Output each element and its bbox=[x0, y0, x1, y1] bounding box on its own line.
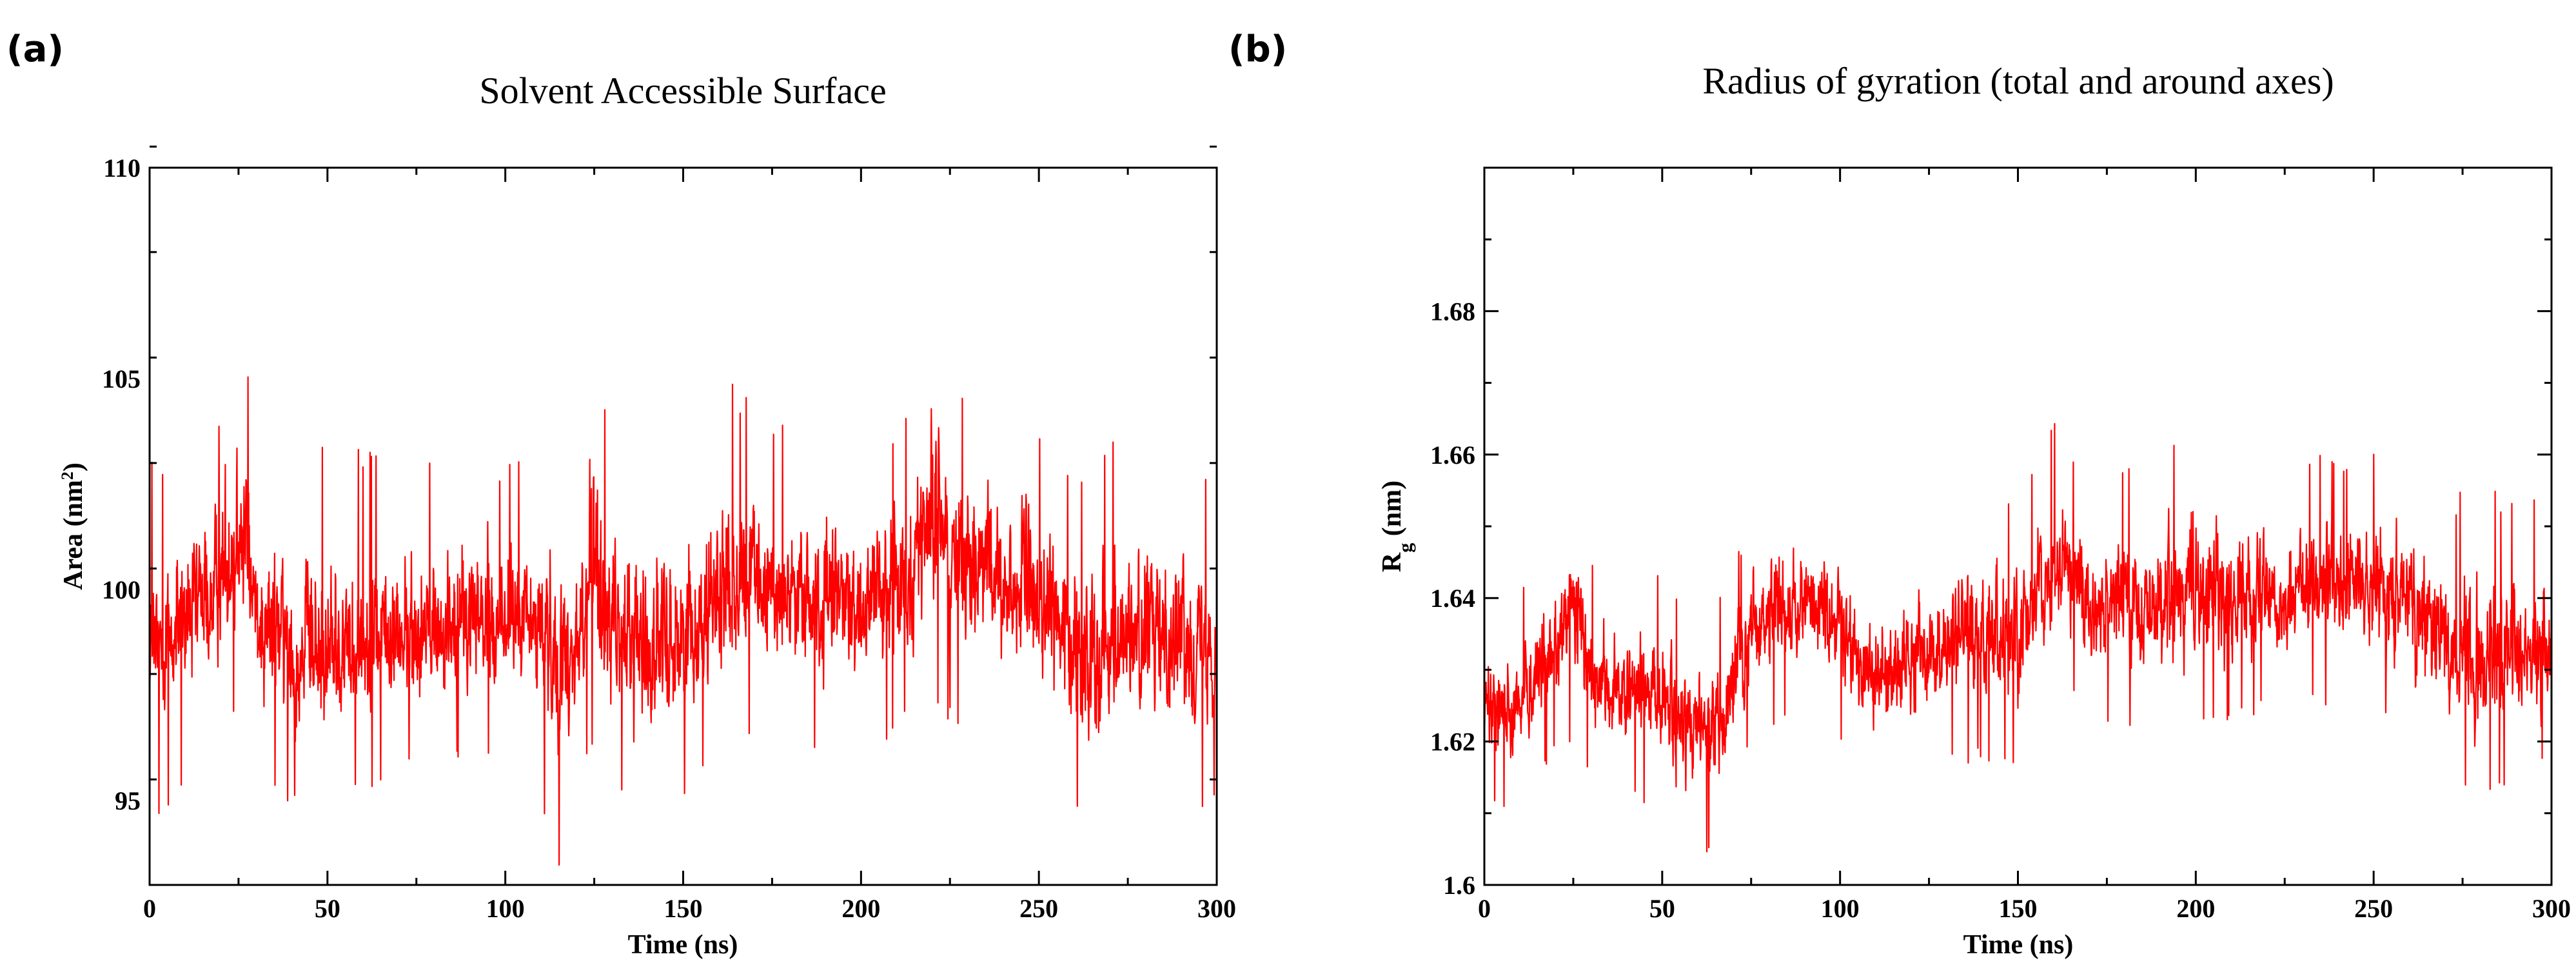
sasa-x-tick-label: 250 bbox=[1019, 894, 1058, 923]
sasa-x-tick-label: 200 bbox=[841, 894, 880, 923]
rg-x-tick-label: 150 bbox=[1999, 894, 2038, 923]
rg-x-tick-label: 50 bbox=[1649, 894, 1675, 923]
rg-x-tick-label: 0 bbox=[1478, 894, 1491, 923]
sasa-x-tick-label: 0 bbox=[143, 894, 156, 923]
rg-tick-layer: 0 50 100 150 200 250 300 1.6 1.62 1.64 1.66 1.68 bbox=[1430, 166, 2571, 923]
rg-y-label-suffix: (nm) bbox=[1377, 481, 1407, 543]
sasa-y-label-superscript: 2 bbox=[58, 471, 77, 480]
chart-title-rg: Radius of gyration (total and around axe… bbox=[1702, 60, 2334, 102]
sasa-x-axis-label: Time (ns) bbox=[628, 930, 738, 960]
rg-series-line-rg bbox=[1483, 422, 2553, 853]
rg-y-label-main: R bbox=[1377, 552, 1407, 572]
sasa-x-tick-label: 300 bbox=[1197, 894, 1236, 923]
sasa-series-line-sasa bbox=[148, 376, 1218, 866]
sasa-y-label-main: Area (nm bbox=[59, 480, 88, 590]
rg-plot-frame bbox=[1483, 166, 2553, 886]
rg-x-tick-label: 300 bbox=[2532, 894, 2571, 923]
sasa-x-tick-label: 50 bbox=[315, 894, 340, 923]
panel-label-a: (a) bbox=[6, 28, 64, 70]
sasa-y-label-suffix: ) bbox=[59, 462, 88, 471]
sasa-x-tick-label: 150 bbox=[664, 894, 703, 923]
sasa-tick-layer: 0 50 100 150 200 250 300 95 100 105 110 bbox=[102, 145, 1236, 923]
panel-b-rg: (b) Radius of gyration (total and around… bbox=[1228, 28, 2571, 960]
rg-x-tick-label: 100 bbox=[1821, 894, 1860, 923]
sasa-y-tick-label: 95 bbox=[115, 786, 141, 815]
rg-x-tick-label: 200 bbox=[2176, 894, 2215, 923]
rg-x-axis-label: Time (ns) bbox=[1963, 930, 2074, 960]
rg-y-tick-label: 1.68 bbox=[1430, 297, 1475, 326]
sasa-y-tick-label: 105 bbox=[102, 364, 141, 393]
panel-label-b: (b) bbox=[1228, 28, 1287, 70]
rg-y-tick-label: 1.66 bbox=[1430, 441, 1475, 470]
rg-y-tick-label: 1.6 bbox=[1443, 871, 1475, 900]
sasa-y-tick-label: 100 bbox=[102, 575, 141, 604]
rg-y-tick-label: 1.62 bbox=[1430, 728, 1475, 757]
sasa-x-tick-label: 100 bbox=[486, 894, 525, 923]
panel-a-sasa: (a) Solvent Accessible Surface 0 50 100 150… bbox=[6, 28, 1236, 960]
rg-y-tick-label: 1.64 bbox=[1430, 584, 1475, 613]
chart-title-sasa: Solvent Accessible Surface bbox=[479, 70, 886, 112]
rg-y-label-subscript: g bbox=[1395, 543, 1416, 553]
rg-series-layer bbox=[1483, 422, 2553, 853]
rg-y-axis-label: Rg (nm) bbox=[1377, 481, 1416, 572]
sasa-plot-frame bbox=[148, 166, 1218, 886]
sasa-series-layer bbox=[148, 376, 1218, 866]
sasa-y-tick-label: 110 bbox=[103, 154, 141, 183]
sasa-y-axis-label: Area (nm2) bbox=[58, 462, 89, 590]
rg-x-tick-label: 250 bbox=[2354, 894, 2393, 923]
